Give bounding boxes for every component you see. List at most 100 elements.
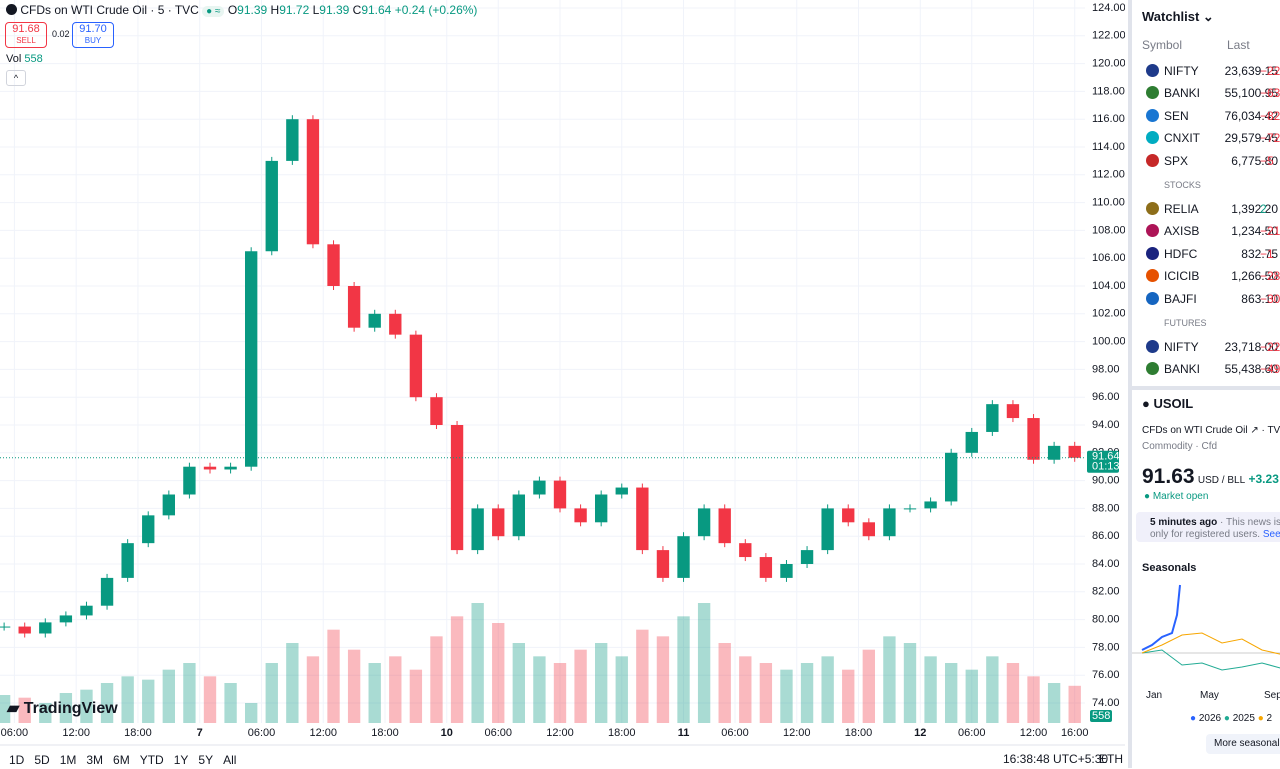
candle-body bbox=[100, 577, 114, 606]
symbol-icon bbox=[1146, 362, 1159, 376]
symbol: CNXIT bbox=[1164, 131, 1200, 146]
o-label: O bbox=[227, 3, 238, 17]
watchlist-row[interactable]: SPX 6,775.80 −5 bbox=[1132, 150, 1280, 172]
month-label: Sep bbox=[1264, 690, 1280, 701]
candle-body bbox=[121, 543, 134, 578]
last: 832.75 bbox=[1241, 246, 1278, 261]
sell-label: SELL bbox=[16, 36, 36, 45]
x-tick-label: 18:00 bbox=[608, 727, 636, 739]
candle-body bbox=[615, 487, 628, 495]
news-banner[interactable]: 5 minutes ago · This news is only for re… bbox=[1136, 512, 1280, 542]
y-tick-label: 84.00 bbox=[1092, 558, 1120, 570]
h-label: H bbox=[270, 3, 280, 17]
range-toolbar: 1D 5D 1M 3M 6M YTD 1Y 5Y All bbox=[9, 751, 246, 769]
symbol-icon bbox=[1146, 64, 1159, 77]
candle-body bbox=[821, 508, 834, 551]
range-button[interactable]: 5Y bbox=[198, 753, 214, 767]
details-change: +3.23 bbox=[1248, 472, 1279, 486]
change: −30 bbox=[1260, 291, 1280, 306]
volume-bar bbox=[965, 669, 978, 723]
y-tick-label: 76.00 bbox=[1092, 669, 1120, 681]
y-tick-label: 86.00 bbox=[1092, 530, 1120, 542]
last-price-label: 91.64 bbox=[1092, 451, 1120, 463]
watchlist-row[interactable]: ICICIB 1,266.50 −28 bbox=[1132, 265, 1280, 287]
range-button[interactable]: 1Y bbox=[173, 753, 189, 767]
symbol: BAJFI bbox=[1164, 291, 1197, 306]
col-last: Last bbox=[1227, 38, 1250, 52]
candle-body bbox=[492, 508, 505, 537]
details-kind: Cfd bbox=[1201, 441, 1218, 452]
candle-body bbox=[924, 501, 937, 509]
col-symbol: Symbol bbox=[1142, 38, 1183, 52]
details-unit: USD / BLL bbox=[1197, 475, 1246, 486]
range-button[interactable]: 5D bbox=[34, 753, 50, 767]
volume-bar bbox=[368, 663, 381, 723]
last: 76,034.42 bbox=[1224, 108, 1278, 123]
y-tick-label: 106.00 bbox=[1092, 252, 1125, 264]
watchlist-row[interactable]: BANKI 55,438.60−491 bbox=[1132, 358, 1280, 380]
volume-bar bbox=[739, 656, 752, 723]
x-tick-label: 06:00 bbox=[248, 727, 276, 739]
watchlist-row[interactable]: BANKI 55,100.95−634 bbox=[1132, 82, 1280, 104]
collapse-button[interactable]: ^ bbox=[6, 70, 26, 86]
chart: 74.00 76.00 78.00 80.00 82.00 84.00 86.00 88.00… bbox=[0, 0, 1125, 746]
volume-bar bbox=[986, 656, 999, 723]
change: −634 bbox=[1260, 86, 1280, 101]
volume-bar bbox=[409, 669, 423, 723]
symbol-icon bbox=[1146, 224, 1159, 238]
market-status: Market open bbox=[1152, 491, 1209, 502]
watchlist-row[interactable]: HDFC 832.75 −1 bbox=[1132, 243, 1280, 265]
range-button[interactable]: 3M bbox=[86, 753, 104, 767]
symbol: SPX bbox=[1164, 153, 1189, 168]
more-seasonals[interactable]: More seasonals bbox=[1206, 734, 1280, 754]
vol-value: 558 bbox=[24, 53, 43, 65]
buy-price: 91.70 bbox=[79, 23, 107, 35]
symbol: SEN bbox=[1164, 108, 1189, 123]
volume-bar bbox=[821, 656, 834, 723]
watchlist-row[interactable]: CNXIT 29,579.45 −72 bbox=[1132, 127, 1280, 149]
candle-body bbox=[739, 543, 752, 558]
buy-button[interactable]: 91.70 BUY bbox=[72, 22, 114, 48]
y-tick-label: 116.00 bbox=[1092, 113, 1125, 125]
symbol: BANKI bbox=[1164, 362, 1201, 377]
x-tick-label: 7 bbox=[197, 727, 203, 739]
seasonals-chart bbox=[1132, 584, 1280, 671]
volume-bar bbox=[389, 656, 402, 723]
watchlist-row[interactable]: AXISB 1,234.50 −21 bbox=[1132, 220, 1280, 242]
news-text2: only for registered users. bbox=[1150, 529, 1261, 540]
range-button[interactable]: 1D bbox=[9, 753, 25, 767]
month-label: May bbox=[1200, 690, 1219, 701]
candle-body bbox=[574, 508, 587, 523]
volume-bar bbox=[245, 703, 258, 723]
seasonal-2025 bbox=[1141, 649, 1280, 671]
sell-button[interactable]: 91.68 SELL bbox=[5, 22, 47, 48]
range-button[interactable]: All bbox=[223, 753, 237, 767]
volume-bar bbox=[121, 676, 134, 723]
c-label: C bbox=[352, 3, 362, 17]
watchlist-row[interactable]: RELIA 1,392.20 2 bbox=[1132, 198, 1280, 220]
details-symbol: USOIL bbox=[1153, 396, 1194, 411]
x-tick-label: 10 bbox=[441, 727, 453, 739]
y-tick-label: 90.00 bbox=[1092, 475, 1120, 487]
last: 1,392.20 bbox=[1231, 202, 1278, 216]
volume-bar bbox=[903, 643, 917, 723]
candle-body bbox=[389, 313, 402, 335]
range-button[interactable]: 6M bbox=[113, 753, 130, 767]
watchlist-row[interactable]: SEN 76,034.42−829 bbox=[1132, 105, 1280, 127]
y-tick-label: 118.00 bbox=[1092, 85, 1125, 97]
x-tick-label: 18:00 bbox=[124, 727, 152, 739]
watchlist-row[interactable]: BAJFI 863.10 −30 bbox=[1132, 288, 1280, 310]
x-tick-label: 12:00 bbox=[783, 727, 811, 739]
watchlist-row[interactable]: NIFTY 23,639.15−227 bbox=[1132, 60, 1280, 82]
candle-body bbox=[883, 508, 896, 537]
symbol-icon bbox=[1146, 246, 1159, 260]
candle-body bbox=[553, 480, 567, 509]
range-button[interactable]: YTD bbox=[139, 753, 164, 767]
watchlist-row[interactable]: NIFTY 23,718.00−221 bbox=[1132, 336, 1280, 358]
candle-body bbox=[183, 466, 196, 495]
candle-body bbox=[903, 508, 917, 510]
volume-bar bbox=[862, 649, 875, 723]
news-text: · This news is bbox=[1220, 517, 1280, 528]
volume-bar bbox=[615, 656, 628, 723]
range-button[interactable]: 1M bbox=[59, 753, 77, 767]
